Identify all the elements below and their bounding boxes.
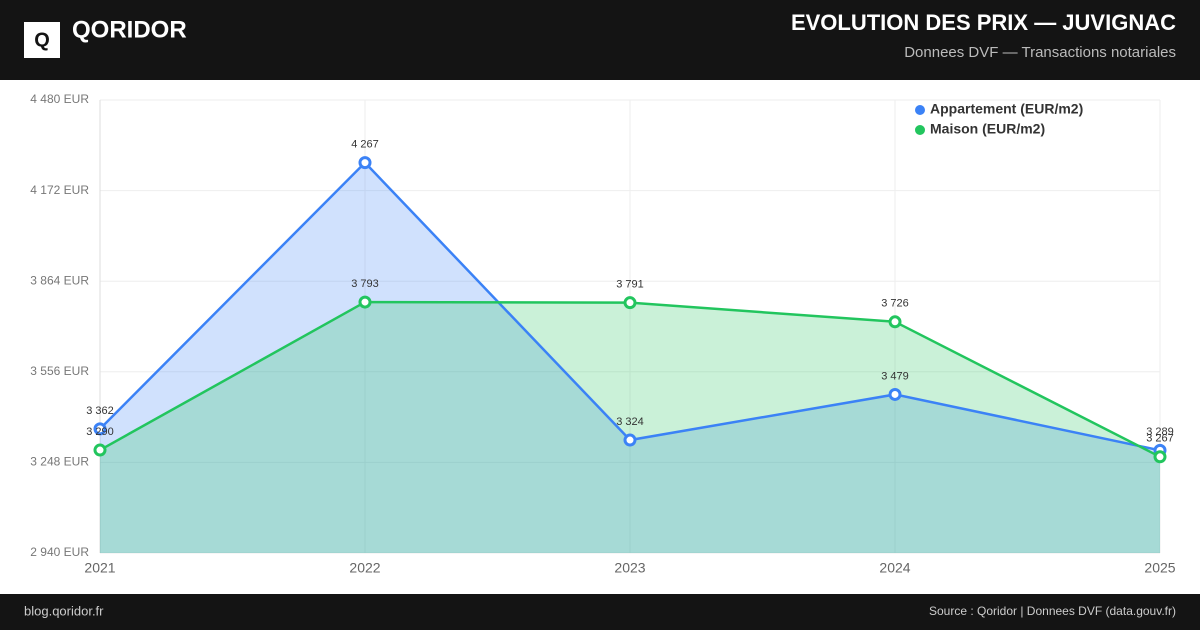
y-tick-label: 2 940 EUR [30,545,89,559]
point [888,387,902,401]
value-label: 3 793 [351,278,379,290]
header-bar [0,0,1200,80]
point [1153,450,1167,464]
x-tick-label: 2024 [879,560,910,576]
chart-subtitle: Donnees DVF — Transactions notariales [904,44,1176,61]
value-label: 3 726 [881,298,909,310]
point [888,315,902,329]
area [100,162,1160,553]
legend-label: Appartement (EUR/m2) [930,101,1083,117]
brand: QORIDOR [72,16,187,43]
point [623,433,637,447]
point [93,443,107,457]
y-tick-label: 3 248 EUR [30,455,89,469]
point [623,296,637,310]
legend-marker [915,105,925,115]
point [358,295,372,309]
y-tick-label: 3 864 EUR [30,273,89,287]
legend-marker [915,125,925,135]
logo-box [24,22,60,58]
value-label: 3 479 [881,370,909,382]
y-tick-label: 4 172 EUR [30,183,89,197]
x-tick-label: 2022 [349,560,380,576]
plot: 2 940 EUR 3 248 EUR 3 556 EUR 3 864 EUR 4 17… [30,92,1175,576]
value-label: 3 362 [86,405,114,417]
footer-site: blog.qoridor.fr [24,603,104,618]
footer-bar [0,594,1200,630]
y-tick-label: 3 556 EUR [30,364,89,378]
value-label: 3 791 [616,279,644,291]
logo: Q [34,29,50,51]
legend-label: Maison (EUR/m2) [930,121,1045,137]
value-label: 3 324 [616,416,644,428]
area [100,302,1160,553]
point [358,156,372,170]
chart-title: EVOLUTION DES PRIX — JUVIGNAC [791,10,1176,35]
x-tick-label: 2025 [1144,560,1175,576]
x-tick-label: 2021 [84,560,115,576]
y-tick-label: 4 480 EUR [30,92,89,106]
value-label: 3 289 [1146,426,1174,438]
x-tick-label: 2023 [614,560,645,576]
point [93,422,107,436]
value-label: 3 290 [86,426,114,438]
value-label: 4 267 [351,139,379,151]
value-label: 3 267 [1146,433,1174,445]
footer-source: Source : Qoridor | Donnees DVF (data.gou… [929,604,1176,618]
